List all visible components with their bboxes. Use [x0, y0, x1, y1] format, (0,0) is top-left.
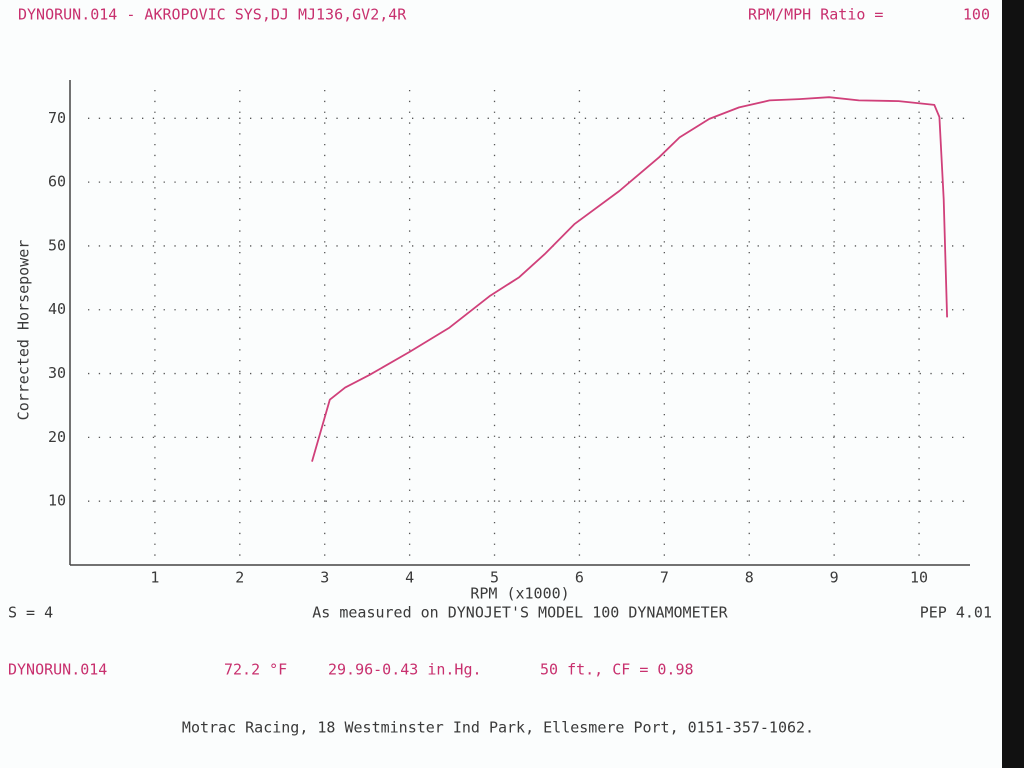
altitude-cf: 50 ft., CF = 0.98	[540, 661, 694, 679]
temperature: 72.2 °F	[224, 661, 287, 679]
y-tick-label: 10	[48, 492, 66, 510]
x-tick-label: 10	[910, 569, 928, 587]
title: DYNORUN.014 - AKROPOVIC SYS,DJ MJ136,GV2…	[18, 6, 407, 24]
version: PEP 4.01	[920, 604, 992, 622]
run-name: DYNORUN.014	[8, 661, 107, 679]
scan-edge	[1002, 0, 1024, 768]
x-tick-label: 9	[830, 569, 839, 587]
y-tick-label: 20	[48, 428, 66, 446]
y-tick-label: 40	[48, 300, 66, 318]
x-tick-label: 7	[660, 569, 669, 587]
y-tick-label: 50	[48, 236, 66, 254]
ratio-value: 100	[963, 6, 990, 24]
x-tick-label: 2	[235, 569, 244, 587]
power-curve	[311, 96, 948, 462]
dyno-note: As measured on DYNOJET'S MODEL 100 DYNAM…	[312, 604, 728, 622]
x-axis-label: RPM (x1000)	[470, 585, 569, 603]
y-tick-label: 60	[48, 173, 66, 191]
y-tick-label: 30	[48, 364, 66, 382]
x-tick-label: 3	[320, 569, 329, 587]
s-value: S = 4	[8, 604, 53, 622]
x-tick-label: 4	[405, 569, 414, 587]
x-tick-label: 6	[575, 569, 584, 587]
pressure: 29.96-0.43 in.Hg.	[328, 661, 482, 679]
y-axis-label: Corrected Horsepower	[15, 240, 33, 421]
x-tick-label: 8	[745, 569, 754, 587]
x-tick-label: 5	[490, 569, 499, 587]
y-tick-label: 70	[48, 109, 66, 127]
x-tick-label: 1	[150, 569, 159, 587]
address: Motrac Racing, 18 Westminster Ind Park, …	[182, 719, 814, 737]
ratio-label: RPM/MPH Ratio =	[748, 6, 883, 24]
